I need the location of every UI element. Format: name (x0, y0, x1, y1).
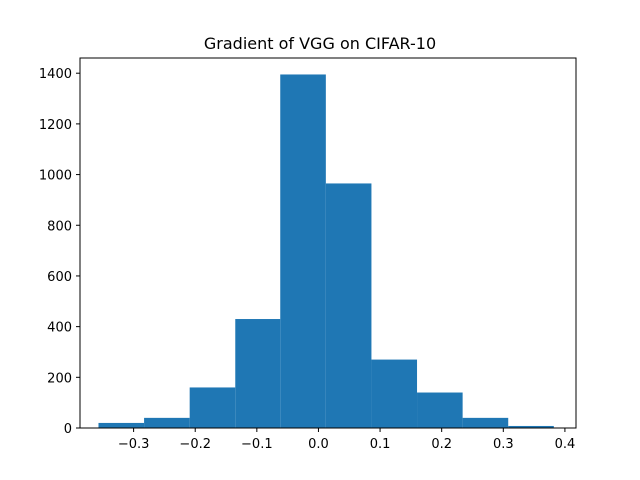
histogram-bar (325, 183, 372, 428)
y-tick-label: 400 (47, 321, 72, 336)
histogram-bar (508, 425, 554, 428)
histogram-bar (189, 387, 236, 428)
bars-group (98, 74, 554, 429)
y-tick-label: 1200 (39, 118, 72, 133)
x-tick-label: −0.3 (118, 437, 150, 452)
chart-title: Gradient of VGG on CIFAR-10 (204, 34, 436, 53)
x-tick-label: −0.1 (241, 437, 273, 452)
y-tick-label: 200 (47, 371, 72, 386)
histogram-bar (417, 392, 463, 428)
x-tick-label: 0.2 (431, 437, 452, 452)
histogram-bar (371, 359, 418, 428)
x-tick-label: 0.3 (493, 437, 514, 452)
plot-frame (79, 57, 577, 429)
histogram-bar (98, 422, 145, 428)
x-tick-label: 0.0 (308, 437, 329, 452)
y-tick-label: 1000 (39, 169, 72, 184)
histogram-bar (235, 319, 281, 428)
y-tick-label: 800 (47, 219, 72, 234)
y-tick-label: 1400 (39, 67, 72, 82)
y-tick-label: 0 (64, 422, 72, 437)
x-tick-label: −0.2 (179, 437, 211, 452)
x-tick-label: 0.1 (370, 437, 391, 452)
histogram-bar (144, 417, 190, 428)
histogram-bar (280, 74, 326, 429)
x-axis: −0.3 −0.2 −0.1 0.0 0.1 0.2 0.3 0.4 (118, 428, 575, 452)
y-tick-label: 600 (47, 270, 72, 285)
x-tick-label: 0.4 (555, 437, 576, 452)
histogram-bar (462, 417, 509, 428)
y-axis: 0 200 400 600 800 1000 1200 1400 (39, 67, 80, 437)
